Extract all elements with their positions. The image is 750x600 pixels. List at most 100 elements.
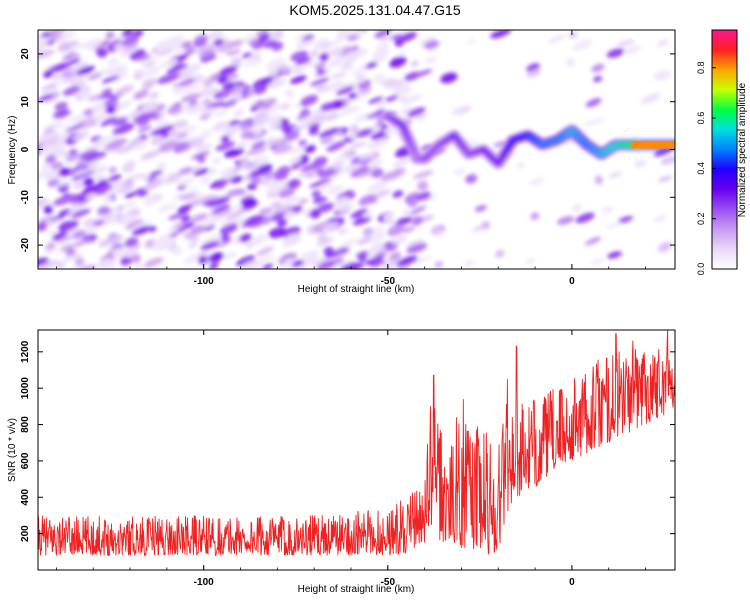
heatmap-cell: [357, 235, 375, 245]
heatmap-cell: [575, 212, 595, 224]
heatmap-cell: [318, 166, 340, 179]
heatmap-cell: [57, 235, 75, 244]
y-tick-label: 1200: [20, 340, 31, 363]
heatmap-cell: [321, 221, 340, 231]
heatmap-cell: [584, 236, 602, 246]
heatmap-cell: [43, 247, 57, 255]
heatmap-cell: [372, 73, 385, 84]
heatmap-cell: [268, 227, 287, 239]
heatmap-cell: [102, 214, 113, 222]
heatmap-cell: [194, 76, 207, 85]
heatmap-cell: [176, 53, 189, 61]
heatmap-cell: [67, 113, 86, 124]
heatmap-cell: [123, 179, 134, 185]
heatmap-cell: [308, 128, 320, 136]
heatmap-cell: [314, 62, 327, 70]
heatmap-cell: [338, 106, 356, 117]
heatmap-cell: [108, 166, 117, 174]
heatmap-cell: [188, 186, 199, 193]
heatmap-cell: [281, 253, 294, 260]
heatmap-cell: [213, 109, 229, 117]
heatmap-cell: [38, 260, 60, 269]
heatmap-cell: [590, 258, 605, 265]
heatmap-cell: [71, 208, 91, 218]
colorbar-tick-label: 0.4: [696, 162, 706, 175]
heatmap-cell: [73, 85, 92, 97]
heatmap-cell: [82, 108, 95, 117]
top-y-axis: -20 -10 0 10 20: [20, 48, 675, 252]
heatmap-cell: [337, 247, 349, 254]
heatmap-cell: [116, 145, 135, 154]
heatmap-cell: [59, 244, 74, 252]
heatmap-cell: [327, 185, 345, 195]
heatmap-cell: [371, 168, 384, 178]
heatmap-cell: [410, 60, 419, 67]
heatmap-cell: [382, 213, 392, 223]
heatmap-cell: [607, 251, 623, 259]
heatmap-cell: [657, 241, 673, 252]
heatmap-cell: [226, 210, 243, 221]
heatmap-cell: [389, 56, 407, 68]
heatmap-cell: [184, 46, 196, 55]
heatmap-cell: [255, 255, 275, 264]
heatmap-cell: [417, 180, 429, 191]
heatmap-cell: [571, 204, 582, 212]
heatmap-cell: [529, 177, 545, 186]
snr-panel: -100 -50 0 200 400 600 800 1000 1200 Height of …: [7, 329, 676, 595]
heatmap-cell: [290, 75, 307, 84]
heatmap-cell: [602, 206, 614, 214]
heatmap-cell: [79, 149, 98, 159]
heatmap-cell: [356, 251, 369, 259]
heatmap-cell: [411, 216, 423, 226]
heatmap-cell: [144, 61, 155, 68]
heatmap-cell: [123, 160, 136, 169]
heatmap-cell: [267, 182, 285, 194]
heatmap-cell: [92, 102, 104, 110]
heatmap-cell: [131, 221, 152, 232]
heatmap-cell: [120, 50, 133, 58]
heatmap-cell: [218, 167, 236, 176]
heatmap-cell: [304, 145, 316, 154]
heatmap-cell: [256, 246, 274, 256]
heatmap-cell: [207, 30, 224, 41]
heatmap-cell: [352, 216, 372, 226]
heatmap-cell: [530, 212, 540, 220]
heatmap-cell: [83, 218, 96, 228]
heatmap-cell: [120, 42, 139, 51]
heatmap-cell: [199, 130, 212, 139]
heatmap-ridge-band: [630, 140, 675, 149]
heatmap-cell: [62, 252, 83, 262]
heatmap-cell: [370, 131, 386, 141]
heatmap-cell: [251, 176, 261, 185]
heatmap-cell: [230, 39, 243, 48]
colorbar-label: Normalized spectral amplitude: [737, 82, 748, 217]
heatmap-cell: [157, 203, 177, 213]
heatmap-cell: [86, 72, 103, 81]
heatmap-cell: [240, 130, 253, 140]
heatmap-cell: [208, 252, 225, 263]
heatmap-cell: [594, 175, 603, 185]
heatmap-cell: [288, 145, 310, 154]
heatmap-cell: [116, 205, 125, 212]
heatmap-cell: [72, 181, 85, 190]
heatmap-cell: [374, 109, 386, 115]
heatmap-cell: [196, 153, 206, 164]
heatmap-cell: [298, 139, 307, 147]
heatmap-cell: [119, 213, 137, 226]
colorbar-tick-label: 0.8: [696, 61, 706, 74]
heatmap-cell: [88, 93, 104, 102]
heatmap-cell: [264, 39, 278, 49]
heatmap-cell: [368, 96, 384, 104]
heatmap-cell: [248, 234, 268, 246]
heatmap-cell: [101, 88, 113, 95]
heatmap-cell: [72, 73, 86, 84]
heatmap-cell: [317, 260, 338, 269]
heatmap-cell: [217, 76, 228, 84]
heatmap-cell: [171, 120, 189, 129]
heatmap-cell: [316, 237, 335, 247]
heatmap-cell: [99, 209, 112, 215]
heatmap-cell: [370, 259, 385, 267]
heatmap-cell: [472, 223, 491, 232]
heatmap-cell: [398, 50, 408, 56]
heatmap-cell: [199, 113, 211, 120]
